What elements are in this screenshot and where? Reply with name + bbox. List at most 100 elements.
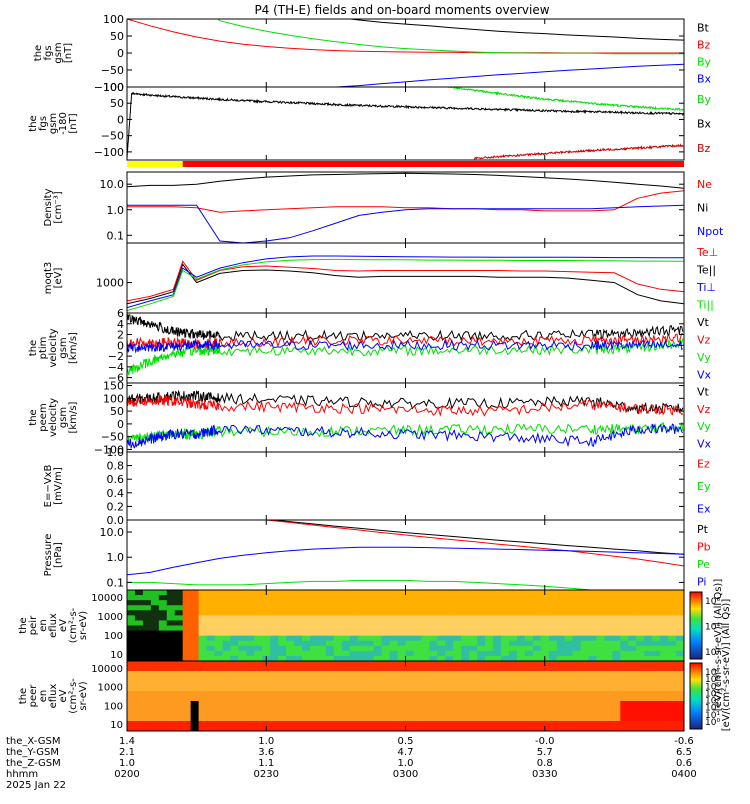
heatmap-cell xyxy=(500,595,510,601)
heatmap-cell xyxy=(429,671,438,677)
heatmap-cell xyxy=(310,681,319,687)
heatmap-cell xyxy=(190,691,200,697)
heatmap-cell xyxy=(278,615,287,622)
heatmap-cell xyxy=(429,640,438,647)
panel-peem_velocity: the peem velocity gsm [km/s]150100500−50−100… xyxy=(28,380,712,457)
heatmap-cell xyxy=(660,706,669,712)
heatmap-cell xyxy=(644,645,653,652)
heatmap-cell xyxy=(532,726,542,731)
heatmap-cell xyxy=(413,696,423,702)
heatmap-cell xyxy=(676,610,684,616)
heatmap-cell xyxy=(405,711,415,717)
heatmap-cell xyxy=(206,635,216,642)
series-line-Bz xyxy=(473,143,684,160)
heatmap-cell xyxy=(182,620,192,627)
heatmap-cell xyxy=(421,676,430,682)
legend-entry: Ey xyxy=(697,480,711,493)
heatmap-cell xyxy=(628,645,637,652)
heatmap-cell xyxy=(294,640,303,647)
heatmap-cell xyxy=(333,595,343,601)
heatmap-cell xyxy=(453,696,462,702)
heatmap-cell xyxy=(349,615,359,622)
heatmap-cell xyxy=(660,721,669,727)
heatmap-cell xyxy=(127,696,136,702)
heatmap-cell xyxy=(652,661,661,667)
heatmap-cell xyxy=(270,610,279,616)
heatmap-cell xyxy=(373,676,383,682)
colorbar-tick-label: 10⁴ xyxy=(705,689,720,699)
heatmap-cell xyxy=(238,610,247,616)
heatmap-cell xyxy=(294,650,303,657)
heatmap-cell xyxy=(397,635,407,642)
heatmap-cell xyxy=(341,655,351,661)
heatmap-cell xyxy=(286,630,295,637)
heatmap-cell xyxy=(206,650,216,657)
heatmap-cell xyxy=(357,605,367,611)
heatmap-cell xyxy=(190,686,200,692)
heatmap-cell xyxy=(676,696,684,702)
heatmap-cell xyxy=(230,716,239,722)
legend-entry: Te|| xyxy=(696,263,716,276)
heatmap-cell xyxy=(668,691,677,697)
heatmap-cell xyxy=(357,691,367,697)
heatmap-cell xyxy=(333,671,343,677)
heatmap-cell xyxy=(429,666,438,672)
legend-entry: By xyxy=(697,56,712,69)
heatmap-cell xyxy=(317,676,327,682)
heatmap-cell xyxy=(206,590,216,596)
heatmap-cell xyxy=(421,681,430,687)
heatmap-cell xyxy=(500,726,510,731)
heatmap-cell xyxy=(508,610,518,616)
heatmap-cell xyxy=(500,681,510,687)
heatmap-cell xyxy=(564,666,574,672)
heatmap-cell xyxy=(262,676,271,682)
heatmap-cell xyxy=(198,686,208,692)
heatmap-cell xyxy=(652,625,661,632)
heatmap-cell xyxy=(628,595,637,601)
heatmap-cell xyxy=(437,610,446,616)
heatmap-cell xyxy=(325,610,335,616)
heatmap-cell xyxy=(349,701,359,707)
heatmap-cell xyxy=(564,595,574,601)
heatmap-cell xyxy=(612,620,621,627)
heatmap-cell xyxy=(413,726,423,731)
heatmap-cell xyxy=(437,666,446,672)
heatmap-cell xyxy=(445,726,454,731)
heatmap-cell xyxy=(588,620,598,627)
heatmap-cell xyxy=(421,605,430,611)
heatmap-cell xyxy=(206,696,216,702)
heatmap-cell xyxy=(453,676,462,682)
heatmap-cell xyxy=(246,650,255,657)
heatmap-cell xyxy=(158,721,168,727)
heatmap-cell xyxy=(516,655,526,661)
heatmap-cell xyxy=(477,615,486,622)
heatmap-cell xyxy=(405,605,415,611)
heatmap-cell xyxy=(580,676,590,682)
heatmap-cell xyxy=(469,721,478,727)
heatmap-cell xyxy=(325,686,335,692)
heatmap-cell xyxy=(405,640,415,647)
heatmap-cell xyxy=(214,676,224,682)
y-tick-label: 10.0 xyxy=(100,526,125,539)
heatmap-cell xyxy=(182,726,192,731)
heatmap-cell xyxy=(524,666,534,672)
heatmap-cell xyxy=(270,661,279,667)
heatmap-cell xyxy=(437,691,446,697)
heatmap-cell xyxy=(524,635,534,642)
y-tick-label: 1.0 xyxy=(107,551,125,564)
heatmap-cell xyxy=(341,701,351,707)
colorbar-label: [eV/(cm²-s-sr-eV)] (All Qs)] xyxy=(721,599,732,732)
heatmap-cell xyxy=(405,620,415,627)
heatmap-cell xyxy=(548,681,558,687)
heatmap-cell xyxy=(134,615,144,622)
y-tick-label: 50 xyxy=(110,97,124,110)
heatmap-cell xyxy=(405,595,415,601)
heatmap-cell xyxy=(668,630,677,637)
legend-entry: Ni xyxy=(697,202,708,215)
heatmap-cell xyxy=(389,671,399,677)
heatmap-cell xyxy=(381,676,391,682)
heatmap-cell xyxy=(214,645,224,652)
heatmap-cell xyxy=(652,650,661,657)
heatmap-cell xyxy=(310,676,319,682)
heatmap-cell xyxy=(270,711,279,717)
